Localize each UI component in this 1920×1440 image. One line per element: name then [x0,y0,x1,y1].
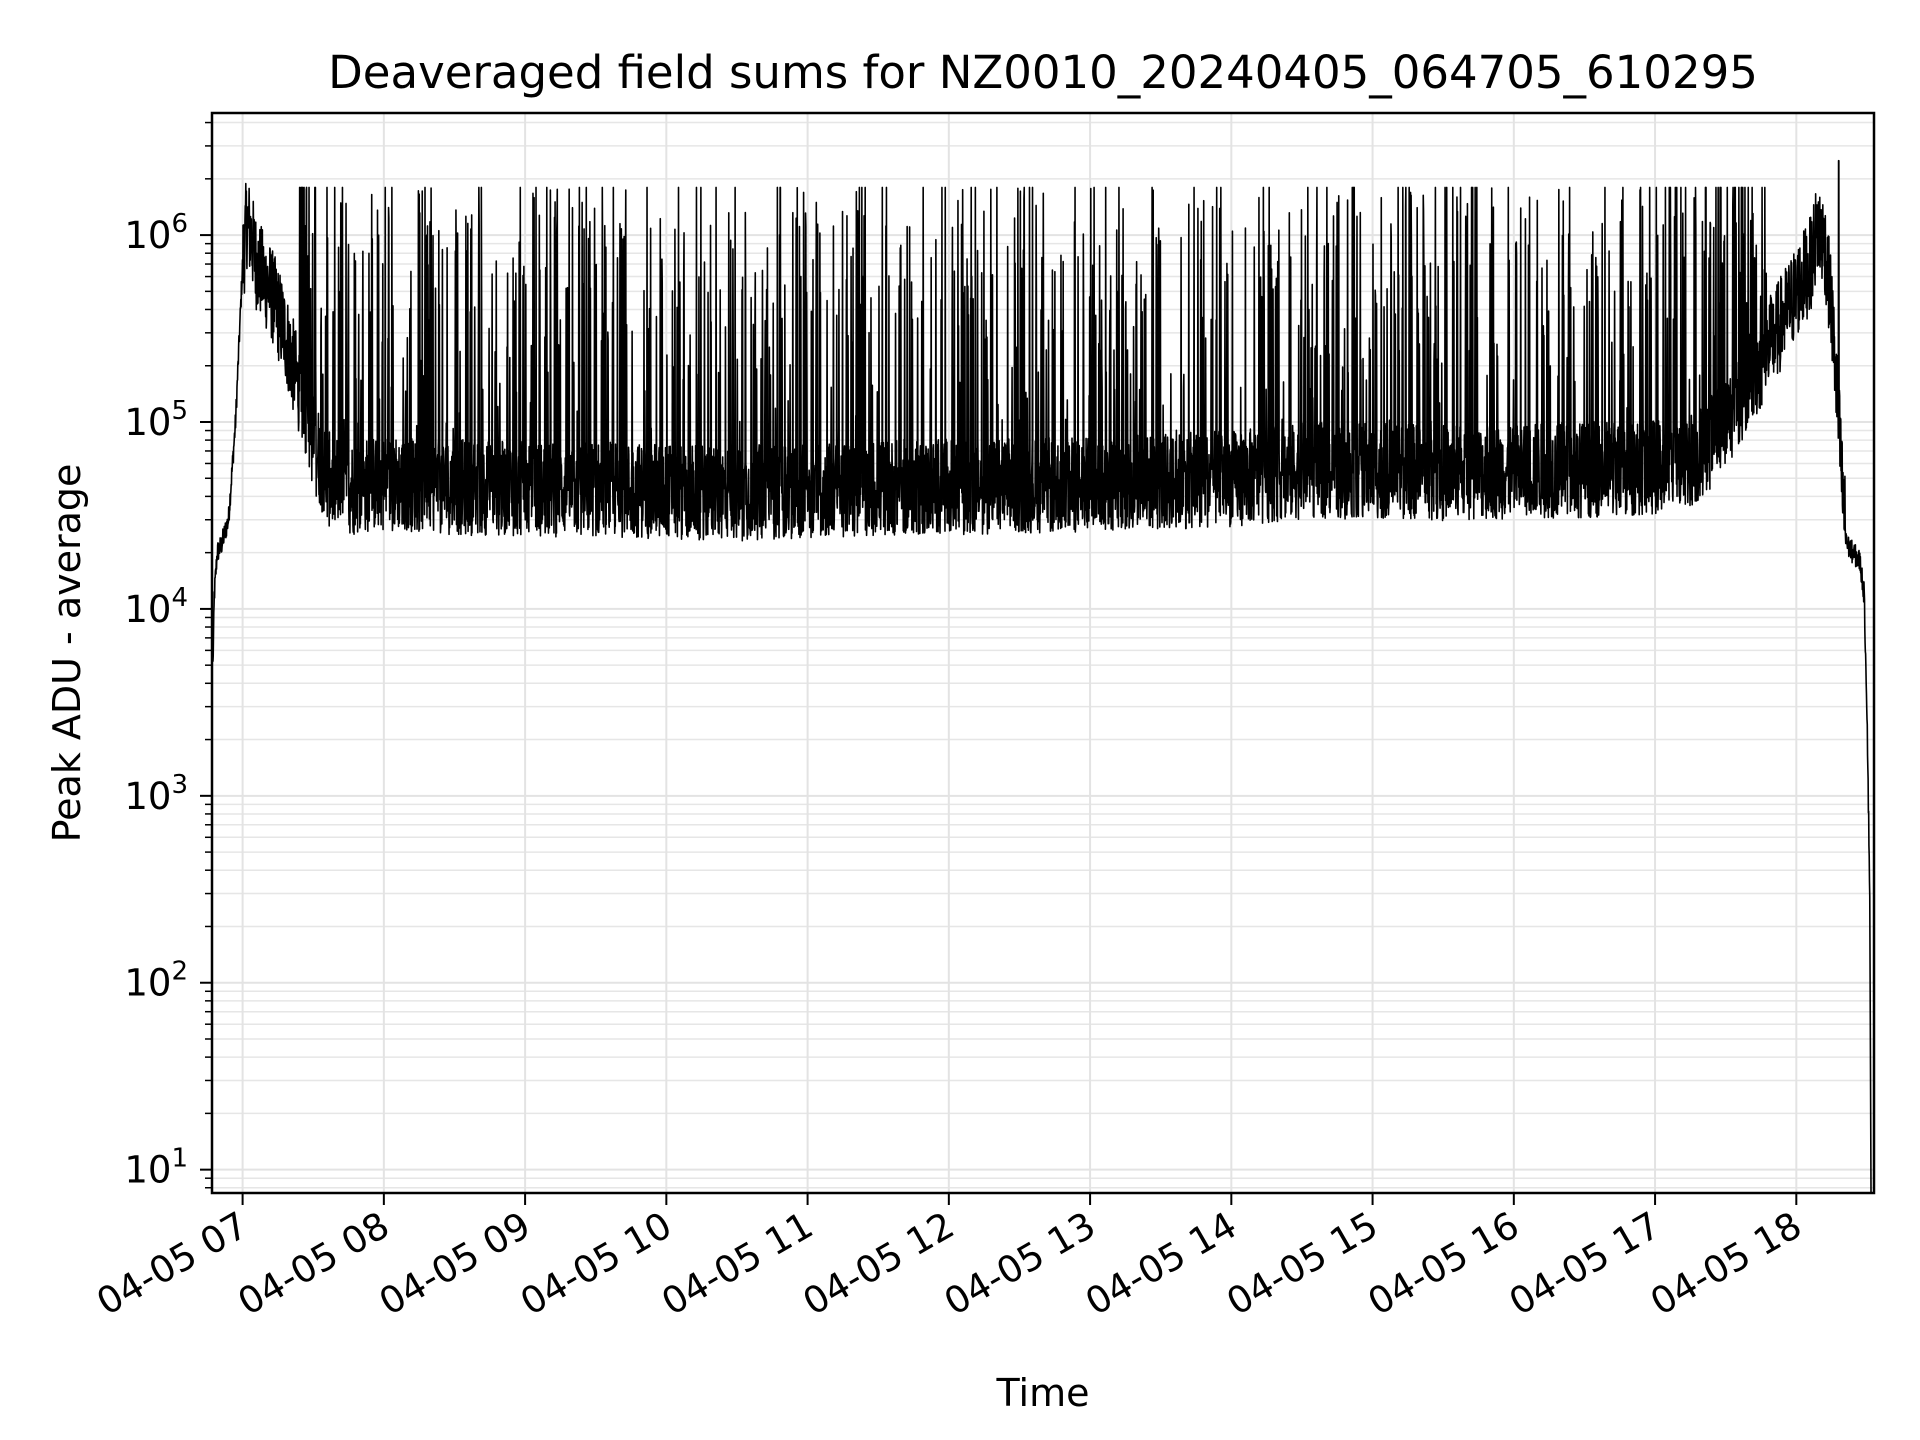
y-axis-ticks: 101 102 103 104 105 106 [124,209,212,1192]
y-tick-label: 101 [124,1144,188,1192]
plot-frame [210,111,1876,1195]
y-axis-minor-ticks [205,121,212,1189]
y-tick-label: 106 [124,209,188,257]
x-axis-label: Time [996,1371,1090,1415]
y-tick-label: 105 [124,396,188,444]
series-line [212,159,1872,1193]
y-tick-label: 104 [124,583,188,631]
y-tick-label: 102 [124,957,188,1005]
plot-area [212,159,1872,1193]
chart-title: Deaveraged field sums for NZ0010_2024040… [328,46,1758,99]
y-tick-label: 103 [124,770,188,818]
y-axis-label: Peak ADU - average [45,464,89,843]
